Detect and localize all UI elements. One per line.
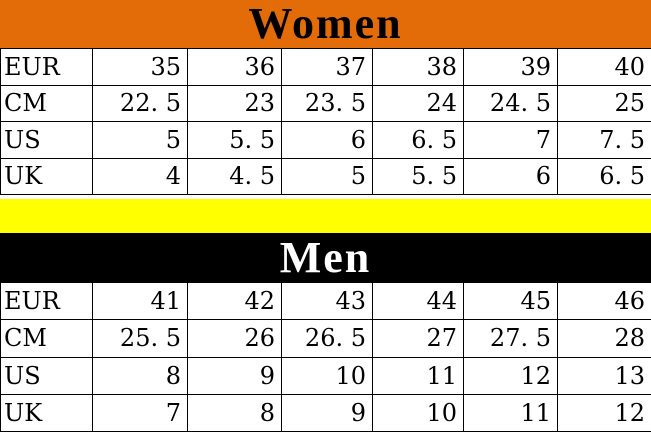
women-row-uk: UK 4 4. 5 5 5. 5 6 6. 5: [0, 157, 651, 195]
women-title: Women: [248, 0, 403, 48]
size-cell: 24. 5: [463, 84, 558, 122]
size-cell: 44: [372, 281, 464, 321]
size-cell: 7: [463, 121, 558, 159]
size-cell: 11: [372, 356, 464, 395]
row-label-cm: CM: [0, 319, 93, 358]
size-cell: 5: [92, 121, 188, 159]
men-row-us: US 8 9 10 11 12 13: [0, 356, 651, 395]
size-cell: 37: [281, 48, 373, 86]
men-row-cm: CM 25. 5 26 26. 5 27 27. 5 28: [0, 319, 651, 358]
size-cell: 13: [557, 356, 651, 395]
row-label-us: US: [0, 121, 93, 159]
women-row-cm: CM 22. 5 23 23. 5 24 24. 5 25: [0, 84, 651, 122]
size-cell: 5. 5: [372, 157, 464, 195]
women-section-header: Women: [0, 0, 651, 48]
row-label-eur: EUR: [0, 48, 93, 86]
size-cell: 9: [187, 356, 282, 395]
white-spacer: [0, 195, 651, 199]
size-cell: 23: [187, 84, 282, 122]
size-cell: 8: [187, 393, 282, 432]
size-cell: 23. 5: [281, 84, 373, 122]
women-row-eur: EUR 35 36 37 38 39 40: [0, 48, 651, 86]
men-title: Men: [279, 232, 372, 282]
row-label-us: US: [0, 356, 93, 395]
size-cell: 7: [92, 393, 188, 432]
size-cell: 26. 5: [281, 319, 373, 358]
size-cell: 4. 5: [187, 157, 282, 195]
size-cell: 12: [557, 393, 651, 432]
size-cell: 11: [463, 393, 558, 432]
size-cell: 7. 5: [557, 121, 651, 159]
yellow-separator-bar: [0, 199, 651, 233]
men-row-eur: EUR 41 42 43 44 45 46: [0, 281, 651, 321]
size-cell: 35: [92, 48, 188, 86]
size-cell: 41: [92, 281, 188, 321]
size-cell: 40: [557, 48, 651, 86]
size-cell: 8: [92, 356, 188, 395]
size-cell: 26: [187, 319, 282, 358]
size-cell: 27: [372, 319, 464, 358]
size-cell: 46: [557, 281, 651, 321]
size-cell: 28: [557, 319, 651, 358]
size-cell: 25: [557, 84, 651, 122]
size-cell: 27. 5: [463, 319, 558, 358]
size-cell: 45: [463, 281, 558, 321]
size-cell: 43: [281, 281, 373, 321]
size-cell: 6. 5: [372, 121, 464, 159]
size-cell: 42: [187, 281, 282, 321]
size-cell: 9: [281, 393, 373, 432]
row-label-cm: CM: [0, 84, 93, 122]
women-row-us: US 5 5. 5 6 6. 5 7 7. 5: [0, 121, 651, 159]
men-row-uk: UK 7 8 9 10 11 12: [0, 393, 651, 432]
size-cell: 6: [281, 121, 373, 159]
row-label-uk: UK: [0, 393, 93, 432]
row-label-eur: EUR: [0, 281, 93, 321]
men-section-header: Men: [0, 233, 651, 282]
size-cell: 10: [372, 393, 464, 432]
size-cell: 10: [281, 356, 373, 395]
size-cell: 6: [463, 157, 558, 195]
size-cell: 25. 5: [92, 319, 188, 358]
size-cell: 38: [372, 48, 464, 86]
men-size-table: EUR 41 42 43 44 45 46 CM 25. 5 26 26. 5 …: [0, 281, 651, 432]
size-cell: 22. 5: [92, 84, 188, 122]
size-cell: 36: [187, 48, 282, 86]
size-cell: 24: [372, 84, 464, 122]
size-cell: 39: [463, 48, 558, 86]
row-label-uk: UK: [0, 157, 93, 195]
size-cell: 12: [463, 356, 558, 395]
size-cell: 4: [92, 157, 188, 195]
size-cell: 6. 5: [557, 157, 651, 195]
women-size-table: EUR 35 36 37 38 39 40 CM 22. 5 23 23. 5 …: [0, 48, 651, 195]
size-cell: 5: [281, 157, 373, 195]
size-cell: 5. 5: [187, 121, 282, 159]
